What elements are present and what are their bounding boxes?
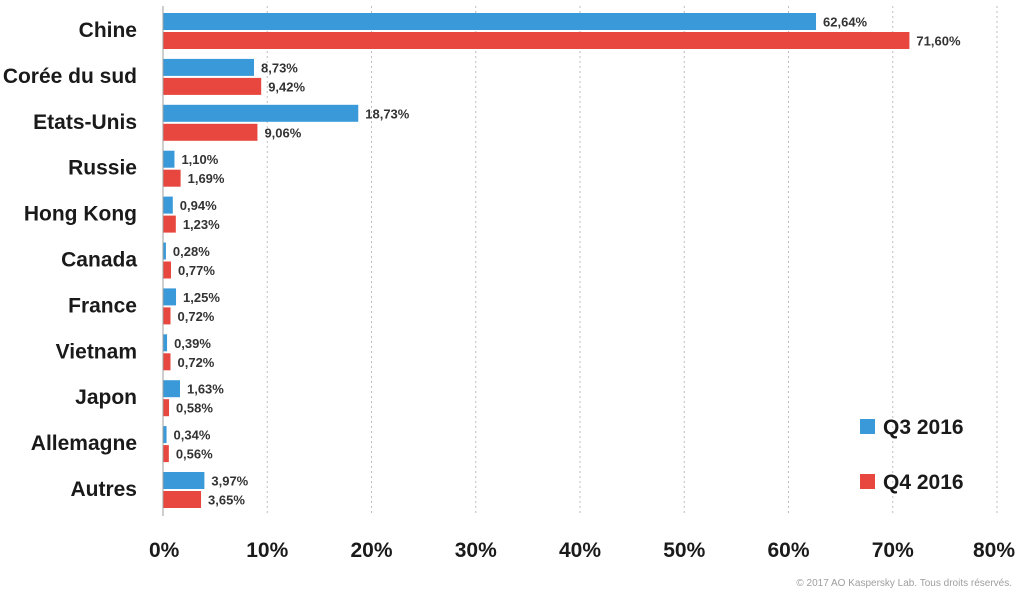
value-label-q3-5: 0,28%	[173, 244, 210, 259]
value-label-q4-3: 1,69%	[188, 171, 225, 186]
category-label-9: Allemagne	[31, 432, 137, 455]
bar-q3-3	[163, 150, 175, 168]
bar-q4-7	[163, 353, 171, 371]
legend-swatch-q4	[860, 474, 875, 489]
value-label-q3-8: 1,63%	[187, 382, 224, 397]
category-label-10: Autres	[70, 478, 137, 501]
value-label-q4-1: 9,42%	[268, 79, 305, 94]
bar-q4-10	[163, 491, 202, 508]
value-label-q3-10: 3,97%	[211, 474, 248, 489]
value-label-q4-5: 0,77%	[178, 263, 215, 278]
category-label-2: Etats-Unis	[33, 111, 137, 134]
value-label-q4-2: 9,06%	[264, 125, 301, 140]
labels-layer: Chine 62,64% 71,60% Corée du sud 8,73% 9,42% E…	[3, 15, 961, 508]
bar-q4-1	[163, 77, 262, 95]
category-label-4: Hong Kong	[24, 203, 137, 226]
bar-q4-6	[163, 307, 171, 325]
value-label-q3-7: 0,39%	[174, 336, 211, 351]
copyright-notice: © 2017 AO Kaspersky Lab. Tous droits rés…	[796, 578, 1012, 589]
bar-q3-0	[163, 13, 817, 30]
value-label-q4-4: 1,23%	[183, 217, 220, 232]
value-label-q3-6: 1,25%	[183, 290, 220, 305]
category-label-7: Vietnam	[56, 340, 137, 363]
value-label-q3-9: 0,34%	[174, 428, 211, 443]
bar-q3-6	[163, 288, 177, 306]
bar-q3-4	[163, 196, 173, 214]
value-label-q4-8: 0,58%	[176, 401, 213, 416]
axis-layer: 0% 10% 20% 30% 40% 50% 60% 70% 80%	[149, 6, 1015, 562]
category-label-8: Japon	[75, 386, 137, 409]
legend: Q3 2016 Q4 2016	[860, 416, 964, 494]
bar-q4-3	[163, 169, 181, 187]
legend-label-q3: Q3 2016	[883, 416, 964, 439]
bar-q4-2	[163, 123, 258, 141]
bar-q4-4	[163, 215, 176, 233]
tick-label-60: 60%	[767, 539, 809, 562]
category-label-1: Corée du sud	[3, 65, 137, 88]
tick-label-80: 80%	[973, 539, 1015, 562]
legend-swatch-q3	[860, 419, 875, 434]
bar-q4-5	[163, 261, 172, 279]
bar-q3-9	[163, 426, 167, 444]
tick-label-20: 20%	[350, 539, 392, 562]
legend-label-q4: Q4 2016	[883, 471, 964, 494]
bar-q3-8	[163, 380, 180, 398]
value-label-q4-9: 0,56%	[176, 447, 213, 462]
bar-q3-2	[163, 104, 359, 122]
value-label-q3-1: 8,73%	[261, 60, 298, 75]
bar-q4-9	[163, 445, 169, 463]
category-label-3: Russie	[68, 157, 137, 180]
bar-q3-5	[163, 242, 166, 260]
bar-q3-1	[163, 58, 255, 76]
category-label-0: Chine	[79, 19, 137, 42]
value-label-q4-0: 71,60%	[916, 34, 961, 49]
category-label-5: Canada	[61, 249, 137, 272]
category-label-6: France	[68, 294, 137, 317]
tick-label-70: 70%	[872, 539, 914, 562]
bar-q4-0	[163, 32, 910, 49]
tick-label-30: 30%	[455, 539, 497, 562]
value-label-q3-3: 1,10%	[181, 152, 218, 167]
tick-label-10: 10%	[246, 539, 288, 562]
bar-q4-8	[163, 399, 170, 417]
tick-label-0: 0%	[149, 539, 180, 562]
tick-label-40: 40%	[559, 539, 601, 562]
value-label-q4-7: 0,72%	[178, 355, 215, 370]
grid-layer	[266, 6, 998, 516]
value-label-q3-0: 62,64%	[823, 15, 868, 30]
value-label-q3-4: 0,94%	[180, 198, 217, 213]
bars-layer	[163, 13, 910, 508]
tick-label-50: 50%	[663, 539, 705, 562]
value-label-q4-6: 0,72%	[178, 309, 215, 324]
value-label-q3-2: 18,73%	[365, 106, 410, 121]
value-label-q4-10: 3,65%	[208, 493, 245, 508]
bar-q3-10	[163, 472, 205, 489]
bar-q3-7	[163, 334, 168, 352]
